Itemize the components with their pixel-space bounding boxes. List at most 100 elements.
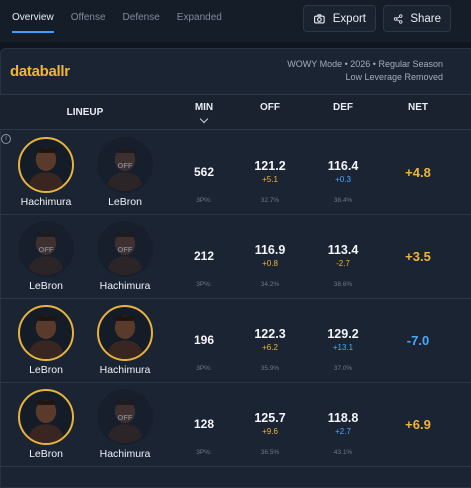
player-avatar	[18, 389, 74, 445]
lineup-row[interactable]: LeBron OFF Hachimura 128 3P%: 125.7 +9.6…	[0, 383, 471, 467]
player-avatar	[18, 305, 74, 361]
player-avatar: OFF	[18, 221, 74, 277]
def-value: 118.8	[327, 411, 359, 425]
net-rating: +3.5	[405, 249, 431, 264]
off-diff: +9.6	[262, 427, 278, 436]
camera-icon	[314, 13, 325, 24]
lineup-row[interactable]: OFF LeBron OFF Hachimura 212 3P%: 116.9 …	[0, 215, 471, 299]
off-value: 122.3	[254, 327, 286, 341]
def-value: 113.4	[327, 243, 359, 257]
def-p3: 38.4%	[333, 197, 353, 204]
def-value: 116.4	[327, 159, 359, 173]
minutes-value: 128	[193, 417, 215, 431]
lineup-row[interactable]: LeBron Hachimura 196 3P%: 122.3 +6.2 35.…	[0, 299, 471, 383]
def-rating: 116.4 +0.3	[313, 159, 373, 184]
net-rating: -7.0	[406, 333, 430, 348]
tab-overview[interactable]: Overview	[12, 12, 54, 33]
player-headshot-icon	[27, 147, 65, 191]
col-net[interactable]: NET	[408, 102, 428, 113]
off-p3: 35.9%	[260, 365, 280, 372]
player-headshot-icon	[27, 231, 65, 275]
def-diff: +2.7	[335, 427, 351, 436]
def-diff: +13.1	[332, 343, 354, 352]
col-min[interactable]: MIN	[194, 102, 214, 113]
def-diff: +0.3	[335, 175, 351, 184]
def-diff: -2.7	[336, 259, 350, 268]
chevron-down-icon[interactable]	[199, 114, 209, 124]
off-tag: OFF	[117, 245, 133, 254]
col-lineup: LINEUP	[66, 107, 104, 118]
off-tag: OFF	[38, 245, 54, 254]
off-rating: 116.9 +0.8	[240, 243, 300, 268]
player-headshot-icon	[106, 315, 144, 359]
player-name: LeBron	[108, 196, 142, 208]
net-rating: +4.8	[405, 165, 431, 180]
player-headshot-icon	[27, 315, 65, 359]
def-p3: 43.1%	[333, 449, 353, 456]
player-avatar: OFF	[97, 389, 153, 445]
minutes-value: 562	[193, 165, 215, 179]
player-avatar	[18, 137, 74, 193]
net-rating: +6.9	[405, 417, 431, 432]
def-rating: 129.2 +13.1	[313, 327, 373, 352]
player-name: LeBron	[29, 364, 63, 376]
meta-line-2: Low Leverage Removed	[345, 72, 443, 82]
def-rating: 118.8 +2.7	[313, 411, 373, 436]
player-two[interactable]: OFF LeBron	[95, 137, 155, 208]
off-p3: 36.5%	[260, 449, 280, 456]
player-one[interactable]: LeBron	[16, 305, 76, 376]
p3-label: 3P%:	[196, 281, 212, 288]
table-header: LINEUP MIN OFF DEF NET	[0, 94, 471, 130]
player-name: LeBron	[29, 280, 63, 292]
def-value: 129.2	[327, 327, 359, 341]
player-two[interactable]: OFF Hachimura	[95, 221, 155, 292]
off-rating: 121.2 +5.1	[240, 159, 300, 184]
tab-defense[interactable]: Defense	[122, 12, 160, 23]
share-icon	[393, 13, 403, 24]
off-tag: OFF	[117, 161, 133, 170]
def-p3: 38.6%	[333, 281, 353, 288]
off-value: 116.9	[254, 243, 286, 257]
meta-line-1: WOWY Mode • 2026 • Regular Season	[287, 59, 443, 69]
off-value: 121.2	[254, 159, 286, 173]
tab-offense[interactable]: Offense	[70, 12, 106, 23]
player-headshot-icon	[106, 147, 144, 191]
player-name: Hachimura	[99, 280, 151, 292]
player-one[interactable]: LeBron	[16, 389, 76, 460]
export-button[interactable]: Export	[303, 5, 376, 32]
info-icon[interactable]: i	[1, 134, 11, 144]
off-diff: +0.8	[262, 259, 278, 268]
player-avatar	[97, 305, 153, 361]
col-def[interactable]: DEF	[333, 102, 353, 113]
off-diff: +6.2	[262, 343, 278, 352]
tab-expanded[interactable]: Expanded	[176, 12, 222, 23]
player-name: LeBron	[29, 448, 63, 460]
player-two[interactable]: Hachimura	[95, 305, 155, 376]
player-one[interactable]: OFF LeBron	[16, 221, 76, 292]
player-one[interactable]: Hachimura	[16, 137, 76, 208]
brand-logo: databallr	[10, 63, 70, 80]
player-headshot-icon	[106, 399, 144, 443]
top-bar: Overview Offense Defense Expanded Export…	[0, 0, 471, 42]
share-button[interactable]: Share	[383, 5, 451, 32]
off-value: 125.7	[254, 411, 286, 425]
lineup-row[interactable]: Hachimura OFF LeBron 562 3P%: 121.2 +5.1…	[0, 131, 471, 215]
mode-meta: WOWY Mode • 2026 • Regular Season Low Le…	[287, 58, 443, 84]
player-two[interactable]: OFF Hachimura	[95, 389, 155, 460]
player-headshot-icon	[106, 231, 144, 275]
off-p3: 32.7%	[260, 197, 280, 204]
export-label: Export	[332, 12, 366, 25]
p3-label: 3P%:	[196, 365, 212, 372]
col-off[interactable]: OFF	[260, 102, 280, 113]
off-tag: OFF	[117, 413, 133, 422]
minutes-value: 196	[193, 333, 215, 347]
player-avatar: OFF	[97, 137, 153, 193]
player-avatar: OFF	[97, 221, 153, 277]
off-rating: 122.3 +6.2	[240, 327, 300, 352]
off-p3: 34.2%	[260, 281, 280, 288]
def-rating: 113.4 -2.7	[313, 243, 373, 268]
minutes-value: 212	[193, 249, 215, 263]
player-name: Hachimura	[20, 196, 72, 208]
player-headshot-icon	[27, 399, 65, 443]
off-rating: 125.7 +9.6	[240, 411, 300, 436]
